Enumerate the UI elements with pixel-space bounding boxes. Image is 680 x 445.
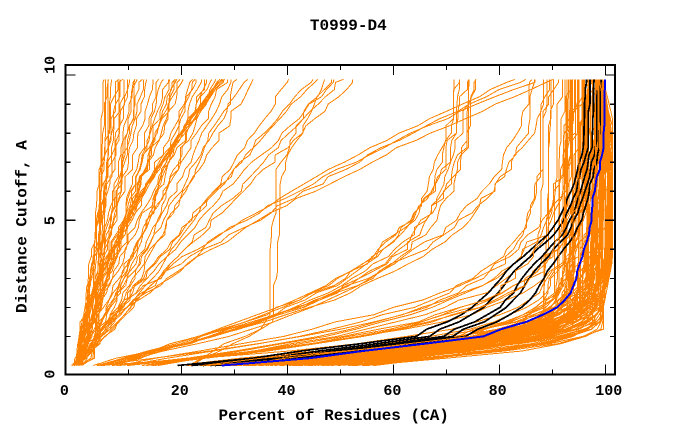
svg-text:Percent of Residues (CA): Percent of Residues (CA) bbox=[218, 407, 448, 425]
svg-text:80: 80 bbox=[489, 383, 507, 400]
svg-text:60: 60 bbox=[383, 383, 401, 400]
svg-text:Distance Cutoff, A: Distance Cutoff, A bbox=[14, 140, 32, 313]
svg-text:10: 10 bbox=[43, 56, 60, 74]
svg-text:40: 40 bbox=[277, 383, 295, 400]
svg-text:0: 0 bbox=[43, 370, 60, 379]
svg-text:T0999-D4: T0999-D4 bbox=[310, 17, 387, 35]
svg-text:5: 5 bbox=[43, 216, 60, 225]
svg-text:20: 20 bbox=[171, 383, 189, 400]
svg-text:100: 100 bbox=[595, 383, 622, 400]
svg-text:0: 0 bbox=[60, 383, 69, 400]
